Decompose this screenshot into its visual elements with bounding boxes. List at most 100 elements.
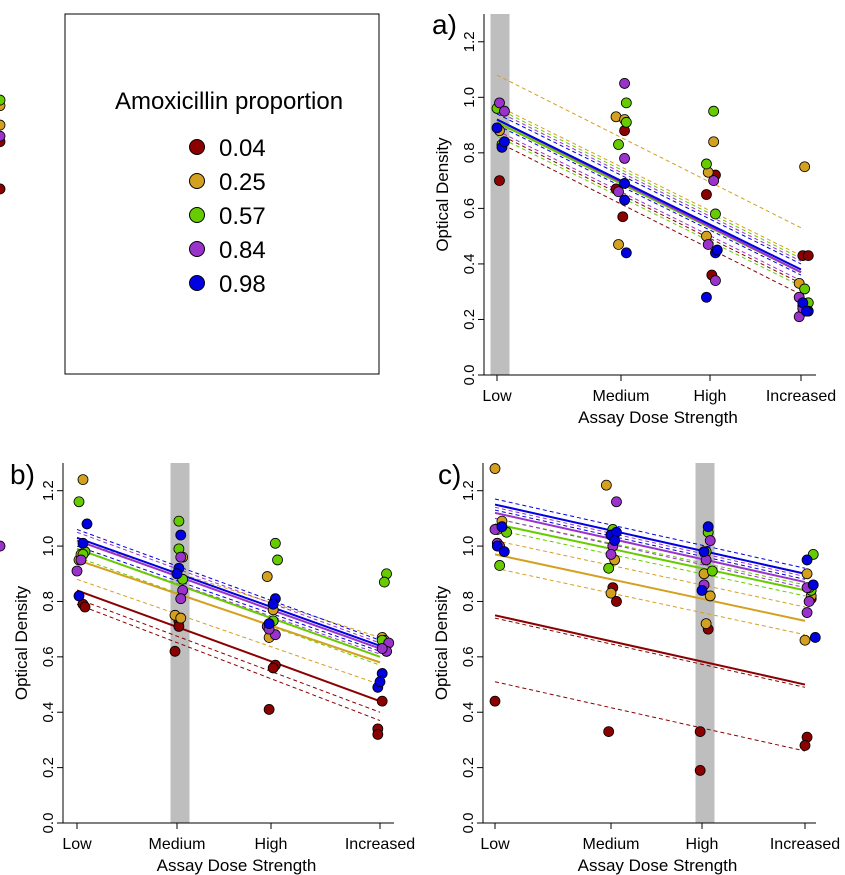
data-point-0.04: [611, 596, 622, 607]
y-tick-label: 0.0: [40, 813, 57, 834]
x-tick-label: Increased: [345, 836, 415, 853]
ci-line-0.84: [494, 517, 806, 589]
y-tick-label: 1.2: [40, 480, 57, 501]
ci-line-0.98: [496, 113, 802, 265]
panel-a: 0.0 0.2 0.4 0.6 0.8 1.0 1.2 Low Medium High Increa…: [0, 9, 836, 427]
legend-marker-0.25: [189, 173, 205, 189]
data-point-0.57: [613, 139, 624, 150]
data-point-0.98: [609, 535, 621, 546]
data-point-0.84: [175, 551, 187, 563]
data-point-0.25: [799, 161, 811, 173]
data-point-0.84: [704, 535, 716, 546]
data-point-0.84: [0, 130, 6, 142]
panel-tag: b): [10, 459, 35, 490]
x-axis-label: Assay Dose Strength: [578, 856, 738, 875]
data-point-0.98: [619, 177, 630, 189]
data-point-0.84: [801, 607, 813, 618]
data-point-0.04: [802, 250, 814, 261]
x-tick-label: Increased: [766, 388, 836, 405]
data-point-0.25: [799, 634, 811, 646]
data-point-0.04: [694, 726, 706, 738]
data-point-0.84: [619, 152, 630, 164]
y-tick-label: 0.8: [40, 591, 57, 612]
fit-line-0.25: [76, 558, 381, 664]
data-point-0.84: [499, 105, 510, 117]
data-point-0.84: [0, 540, 6, 552]
data-point-0.25: [801, 568, 813, 580]
fit-line-0.57: [494, 522, 806, 592]
data-point-0.57: [269, 537, 281, 549]
legend-marker-0.84: [189, 241, 205, 257]
y-tick-label: 1.0: [461, 87, 478, 108]
data-point-0.25: [489, 463, 501, 474]
y-tick-label: 1.2: [460, 480, 477, 501]
data-point-0.57: [494, 560, 506, 571]
data-point-0.84: [702, 239, 714, 250]
ci-line-0.25: [494, 567, 806, 636]
data-point-0.04: [0, 183, 6, 195]
data-point-0.57: [710, 208, 721, 220]
y-tick-label: 0.4: [460, 702, 477, 723]
y-tick-label: 1.0: [40, 536, 57, 557]
data-point-0.98: [702, 521, 714, 533]
legend-title: Amoxicillin proportion: [115, 88, 343, 115]
data-point-0.98: [491, 122, 503, 134]
data-point-0.84: [803, 596, 815, 607]
ci-line-0.57: [496, 135, 802, 287]
ci-line-0.04: [496, 141, 802, 295]
y-tick-label: 0.6: [461, 198, 478, 219]
data-point-0.57: [378, 576, 390, 588]
fit-line-0.98: [76, 536, 381, 647]
ci-line-0.04: [496, 132, 802, 284]
data-point-0.98: [81, 518, 93, 530]
data-point-0.84: [75, 554, 87, 566]
y-tick-label: 0.2: [40, 757, 57, 778]
y-tick-label: 0.4: [461, 253, 478, 274]
data-point-0.25: [0, 119, 6, 131]
y-tick-label: 0.6: [40, 646, 57, 667]
data-point-0.04: [376, 695, 388, 707]
data-point-0.98: [696, 584, 708, 596]
data-point-0.25: [704, 590, 716, 602]
data-point-0.98: [711, 244, 723, 256]
data-point-0.84: [71, 565, 83, 577]
data-point-0.04: [263, 704, 275, 715]
y-tick-label: 0.6: [460, 646, 477, 667]
data-point-0.04: [169, 645, 181, 657]
fit-line-0.98: [496, 118, 802, 271]
data-point-0.57: [799, 283, 811, 295]
data-point-0.57: [620, 97, 632, 109]
x-tick-label: High: [255, 836, 288, 853]
ci-line-0.84: [494, 506, 806, 578]
y-tick-label: 1.2: [461, 31, 478, 52]
y-tick-label: 0.0: [460, 813, 477, 834]
ci-line-0.57: [76, 556, 381, 666]
data-point-0.98: [496, 521, 508, 533]
data-point-0.98: [499, 136, 510, 148]
highlight-band: [490, 14, 510, 375]
x-tick-label: High: [694, 388, 727, 405]
data-point-0.57: [708, 105, 720, 117]
ci-line-0.98: [496, 124, 802, 276]
data-point-0.04: [799, 740, 811, 751]
data-point-0.04: [267, 662, 279, 674]
legend-label-0.25: 0.25: [219, 169, 266, 196]
data-point-0.25: [708, 136, 720, 148]
ci-line-0.25: [496, 105, 802, 257]
data-point-0.04: [701, 189, 712, 200]
data-point-0.57: [706, 565, 718, 577]
ci-line-0.98: [494, 509, 806, 580]
fit-line-0.25: [494, 553, 806, 622]
x-tick-label: Low: [62, 836, 92, 853]
data-point-0.98: [175, 529, 187, 541]
ci-line-0.84: [496, 110, 802, 262]
data-point-0.84: [708, 175, 720, 187]
y-tick-label: 0.4: [40, 702, 57, 723]
data-point-0.57: [620, 116, 632, 128]
data-point-0.25: [605, 587, 617, 599]
ci-line-0.57: [496, 107, 802, 259]
ci-line-0.98: [494, 498, 806, 569]
legend: Amoxicillin proportion 0.040.250.570.840…: [64, 13, 380, 375]
legend-label-0.84: 0.84: [219, 237, 266, 264]
